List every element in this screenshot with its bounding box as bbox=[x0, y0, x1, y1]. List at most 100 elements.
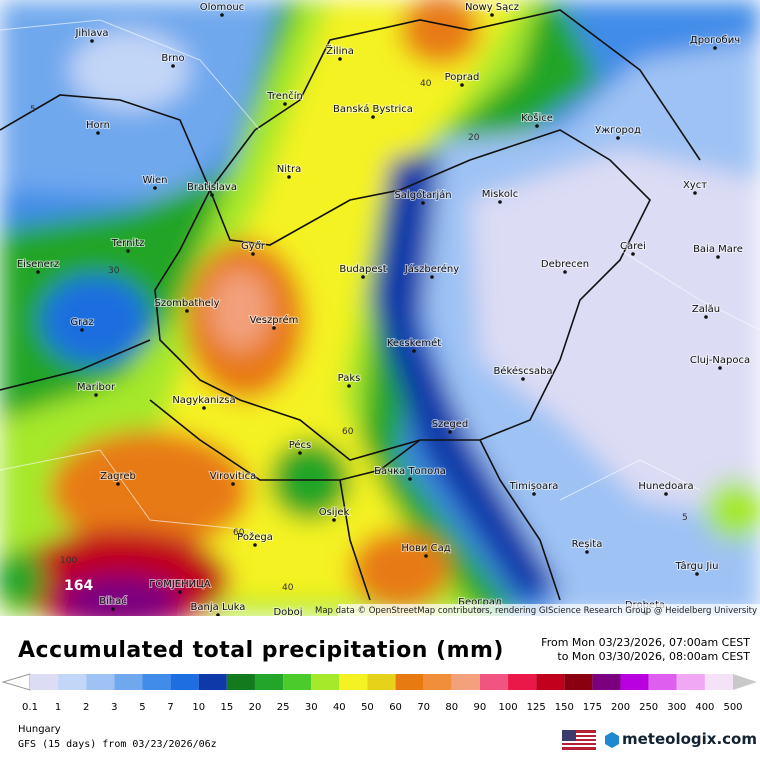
city-dot bbox=[585, 550, 589, 554]
region: Hungary bbox=[18, 724, 61, 735]
city-dot bbox=[338, 57, 342, 61]
city-label: Târgu Jiu bbox=[675, 560, 719, 572]
city-label: Žilina bbox=[326, 44, 354, 57]
legend-swatch bbox=[311, 674, 340, 690]
city-dot bbox=[412, 349, 416, 353]
city-label: Pécs bbox=[289, 439, 312, 451]
city-label: Reșita bbox=[572, 539, 603, 550]
legend-swatch bbox=[508, 674, 537, 690]
legend-swatch bbox=[648, 674, 677, 690]
city-dot bbox=[111, 607, 115, 611]
legend-label: 400 bbox=[695, 702, 714, 713]
legend-label: 1 bbox=[55, 702, 61, 713]
city-dot bbox=[185, 309, 189, 313]
legend-swatch bbox=[283, 674, 312, 690]
legend-label: 500 bbox=[723, 702, 742, 713]
legend-label: 250 bbox=[639, 702, 658, 713]
isoline-label: 40 bbox=[420, 79, 432, 89]
legend-swatch bbox=[86, 674, 115, 690]
isoline-label: 60 bbox=[233, 528, 245, 538]
isoline-label: 60 bbox=[342, 427, 354, 437]
city-label: Maribor bbox=[77, 382, 116, 393]
legend-swatch bbox=[479, 674, 509, 690]
legend-arrow-left bbox=[1, 673, 31, 691]
legend-swatch bbox=[114, 674, 143, 690]
footer: Accumulated total precipitation (mm) Fro… bbox=[0, 616, 760, 760]
city-label: Hunedoara bbox=[638, 481, 693, 492]
city-label: Timișoara bbox=[509, 481, 559, 492]
city-dot bbox=[253, 543, 257, 547]
legend-swatch bbox=[170, 674, 199, 690]
legend-swatch bbox=[367, 674, 396, 690]
city-dot bbox=[616, 136, 620, 140]
isoline-label: 5 bbox=[30, 105, 36, 115]
city-dot bbox=[231, 482, 235, 486]
isoline-label: 40 bbox=[282, 583, 294, 593]
city-dot bbox=[171, 64, 175, 68]
legend-label: 70 bbox=[417, 702, 430, 713]
legend-label: 15 bbox=[220, 702, 233, 713]
legend-swatch bbox=[423, 674, 452, 690]
city-dot bbox=[116, 482, 120, 486]
city-label: Carei bbox=[620, 241, 646, 252]
legend-swatch bbox=[451, 674, 480, 690]
city-label: Požega bbox=[237, 531, 273, 543]
city-dot bbox=[272, 326, 276, 330]
legend-label: 300 bbox=[667, 702, 686, 713]
city-dot bbox=[216, 613, 220, 616]
city-label: Kecskemét bbox=[387, 337, 441, 349]
city-label: Ужгород bbox=[595, 125, 641, 136]
legend-label: 20 bbox=[249, 702, 262, 713]
legend-label: 90 bbox=[474, 702, 487, 713]
city-dot bbox=[448, 430, 452, 434]
city-dot bbox=[631, 252, 635, 256]
city-dot bbox=[664, 492, 668, 496]
city-label: Miskolc bbox=[482, 189, 518, 200]
city-label: Хуст bbox=[683, 180, 707, 191]
legend-swatch bbox=[536, 674, 565, 690]
legend-swatch bbox=[142, 674, 171, 690]
city-label: Nowy Sącz bbox=[465, 2, 519, 13]
legend-swatch bbox=[226, 674, 255, 690]
city-label: Szombathely bbox=[154, 298, 219, 309]
precip-field bbox=[0, 0, 760, 616]
city-dot bbox=[220, 13, 224, 17]
city-label: Ternitz bbox=[111, 238, 145, 249]
city-label: Wien bbox=[143, 175, 168, 186]
legend-label: 80 bbox=[445, 702, 458, 713]
city-label: Salgótarján bbox=[394, 189, 451, 201]
city-label: Дрогобич bbox=[690, 35, 740, 46]
city-dot bbox=[421, 201, 425, 205]
legend-swatch bbox=[198, 674, 227, 690]
city-dot bbox=[210, 193, 214, 197]
city-dot bbox=[202, 406, 206, 410]
legend: 0.1 1 2 3 5 7 10 15 20 25 30 40 50 60 70 80 90 100 125 150 1… bbox=[1, 673, 757, 713]
legend-label: 2 bbox=[83, 702, 89, 713]
legend-label: 5 bbox=[139, 702, 145, 713]
city-label: Olomouc bbox=[200, 2, 244, 13]
city-label: Doboj bbox=[273, 607, 302, 616]
title: Accumulated total precipitation (mm) bbox=[18, 638, 504, 663]
date-to: to Mon 03/30/2026, 08:00am CEST bbox=[557, 650, 750, 663]
legend-swatch bbox=[30, 674, 59, 690]
city-label: Debrecen bbox=[541, 259, 589, 270]
city-label: Zalău bbox=[692, 304, 720, 315]
city-dot bbox=[283, 102, 287, 106]
isoline-label: 100 bbox=[60, 556, 77, 566]
legend-swatch bbox=[676, 674, 705, 690]
legend-label: 25 bbox=[277, 702, 290, 713]
city-label: Banská Bystrica bbox=[333, 103, 413, 115]
max-label: 164 bbox=[64, 578, 93, 594]
legend-swatch bbox=[254, 674, 284, 690]
city-label: Bihać bbox=[99, 595, 127, 607]
city-dot bbox=[287, 175, 291, 179]
attribution: Map data © OpenStreetMap contributors, r… bbox=[315, 606, 757, 616]
city-label: Zagreb bbox=[100, 471, 136, 482]
brand: meteologix.com bbox=[622, 730, 757, 748]
city-dot bbox=[718, 366, 722, 370]
legend-swatch bbox=[564, 674, 593, 690]
city-label: Cluj-Napoca bbox=[690, 355, 750, 366]
city-dot bbox=[713, 46, 717, 50]
city-dot bbox=[371, 115, 375, 119]
